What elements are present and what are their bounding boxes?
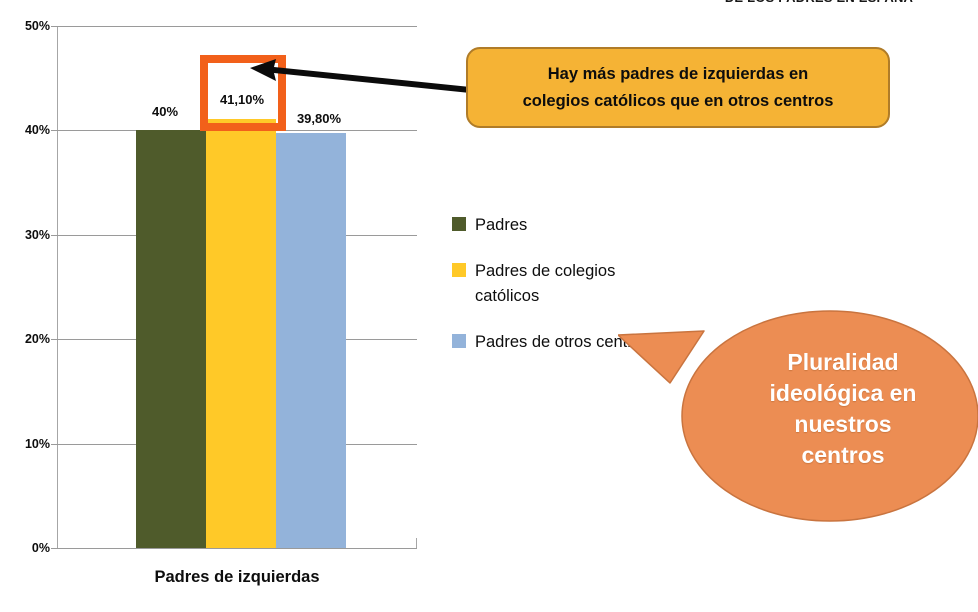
x-axis-right-cap [416,538,417,549]
tick-30 [51,235,57,236]
bar-padres-otros-centros[interactable] [276,132,346,548]
legend-swatch-padres [452,217,466,231]
plot-area [51,26,417,549]
speech-bubble-text: Pluralidad ideológica en nuestros centro… [718,347,968,471]
legend-label-padres: Padres [475,216,528,234]
y-tick-label-20: 20% [24,332,50,346]
speech-bubble-line-1: Pluralidad [787,349,899,375]
highlight-rectangle [200,55,286,131]
callout-text: Hay más padres de izquierdas en colegios… [509,61,848,115]
y-tick-label-10: 10% [24,437,50,451]
legend-item-padres-colegios-catolicos[interactable]: Padres de colegios católicos [452,259,667,309]
speech-bubble-line-4: centros [801,442,885,468]
x-axis-label: Padres de izquierdas [154,568,320,586]
data-label-padres: 40% [151,104,179,119]
y-tick-label-40: 40% [24,123,50,137]
legend-item-padres[interactable]: Padres [452,213,667,238]
y-axis-line [57,26,58,548]
legend-swatch-padres-otros-centros [452,334,466,348]
bar-padres[interactable] [136,130,206,548]
tick-50 [51,26,57,27]
legend-item-padres-otros-centros[interactable]: Padres de otros centros [452,330,667,355]
y-tick-label-0: 0% [31,541,50,555]
legend-label-padres-colegios-catolicos: Padres de colegios católicos [475,262,616,305]
callout-box[interactable]: Hay más padres de izquierdas en colegios… [466,47,890,128]
tick-40 [51,130,57,131]
chart-legend: Padres Padres de colegios católicos Padr… [452,213,667,376]
callout-line-1: Hay más padres de izquierdas en [547,64,809,83]
speech-bubble[interactable]: Pluralidad ideológica en nuestros centro… [617,305,978,527]
tick-20 [51,339,57,340]
speech-bubble-shape [617,310,978,522]
callout-line-2: colegios católicos que en otros centros [522,91,834,110]
y-tick-label-30: 30% [24,228,50,242]
speech-bubble-line-3: nuestros [794,411,892,437]
callout-arrow [250,59,480,94]
y-tick-label-50: 50% [24,19,50,33]
gridline-50 [57,26,417,27]
slide-title: DE LOS PADRES EN ESPAÑA [660,0,978,5]
bar-padres-colegios-catolicos[interactable] [206,118,276,548]
data-label-padres-otros-centros: 39,80% [296,111,342,126]
tick-10 [51,444,57,445]
data-label-padres-colegios-catolicos: 41,10% [219,92,265,107]
speech-bubble-line-2: ideológica en [769,380,917,406]
axis-baseline [57,548,417,549]
legend-swatch-padres-colegios-catolicos [452,263,466,277]
legend-label-padres-otros-centros: Padres de otros centros [475,333,651,351]
y-axis-labels: 50% 40% 30% 20% 10% 0% [0,19,50,555]
tick-0 [51,548,57,549]
